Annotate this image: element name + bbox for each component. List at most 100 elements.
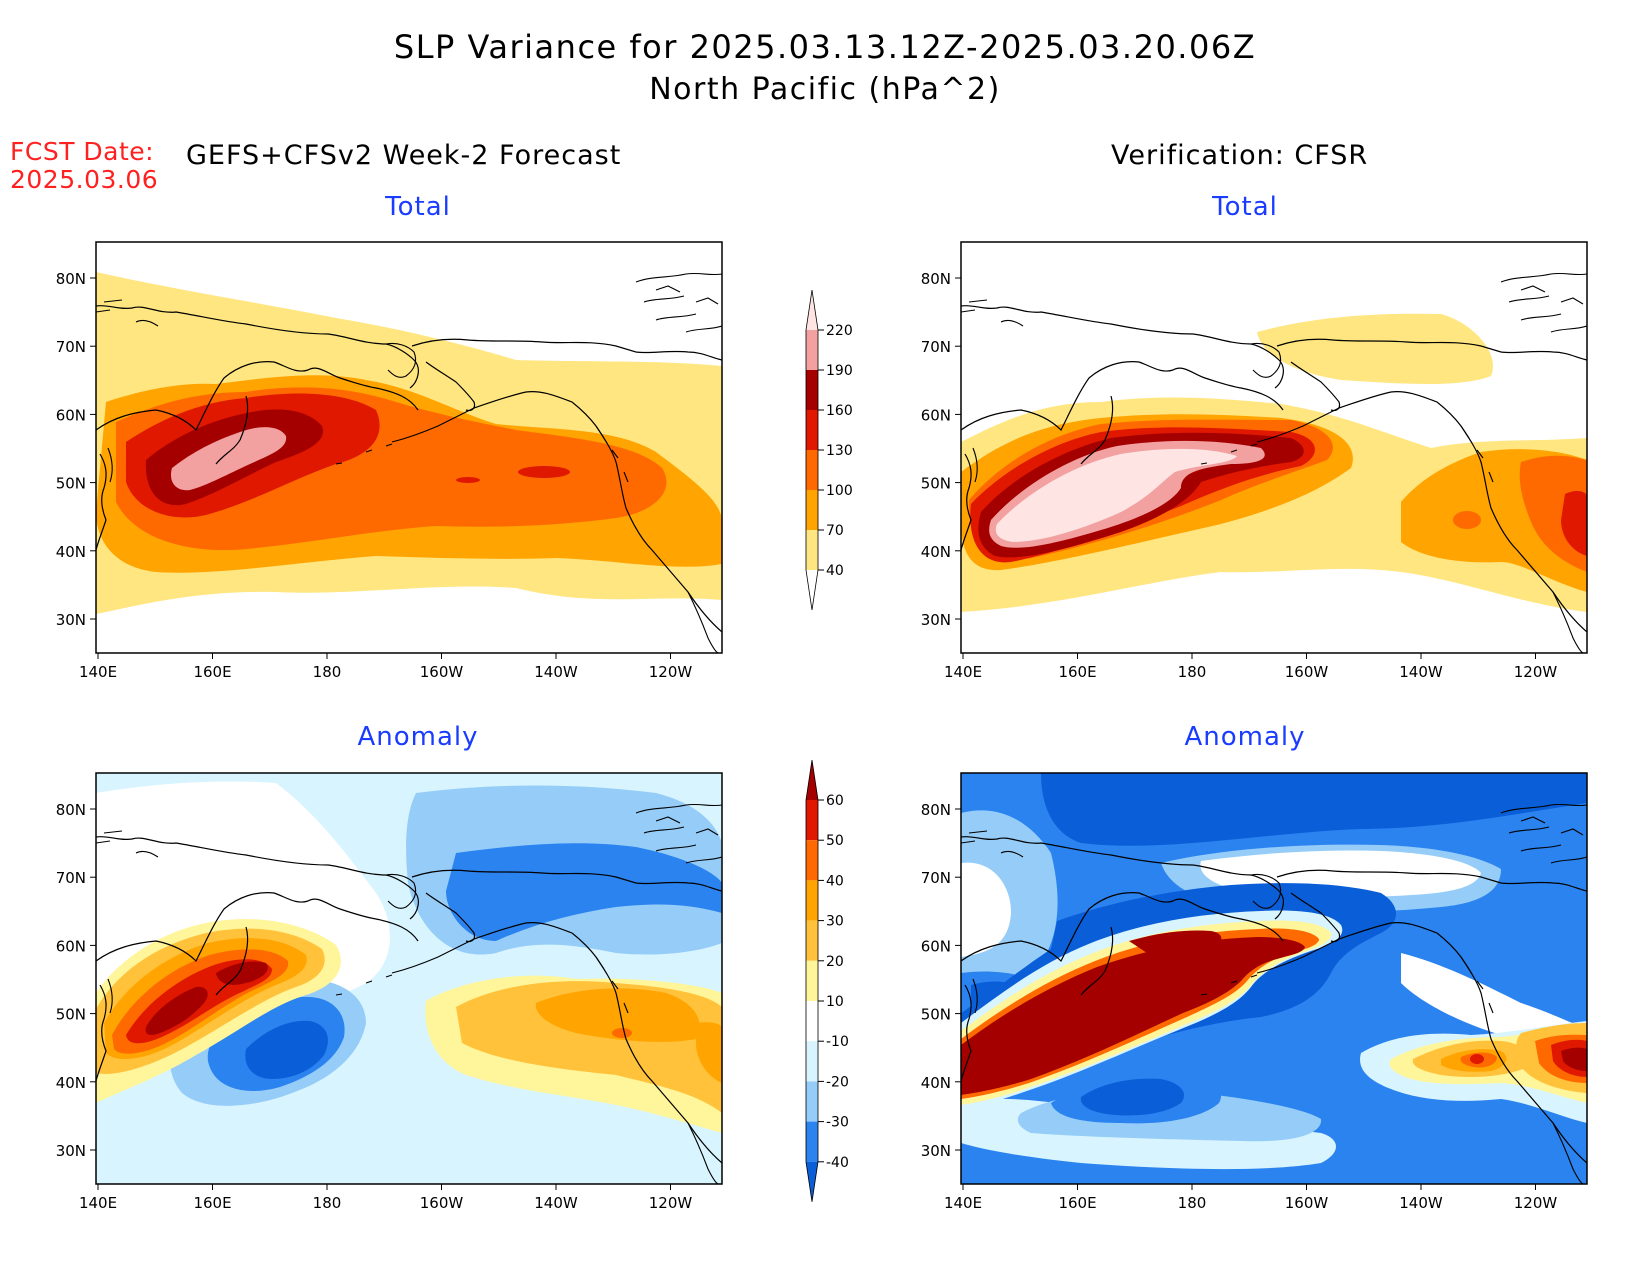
colorbar-anomaly-label: 60 <box>826 793 844 809</box>
lat-label-forecast-anomaly: 60N <box>56 937 86 955</box>
lon-label-forecast-anomaly: 180 <box>313 1194 342 1212</box>
lon-label-verification-anomaly: 140E <box>944 1194 982 1212</box>
colorbar-anomaly-label: -10 <box>826 1034 849 1050</box>
lon-label-forecast-total: 160W <box>420 663 464 681</box>
lat-label-forecast-anomaly: 80N <box>56 801 86 819</box>
lon-label-verification-total: 120W <box>1514 663 1558 681</box>
colorbar-anomaly-band <box>806 960 818 1001</box>
lon-label-forecast-total: 120W <box>649 663 693 681</box>
lat-label-forecast-anomaly: 30N <box>56 1142 86 1160</box>
lat-label-forecast-total: 70N <box>56 338 86 356</box>
lon-label-verification-anomaly: 140W <box>1399 1194 1443 1212</box>
lat-label-verification-total: 50N <box>921 475 951 493</box>
panel-title-verification-anomaly: Anomaly <box>1184 722 1306 752</box>
colorbar-total-top <box>806 290 818 330</box>
colorbar-total-label: 130 <box>826 443 853 459</box>
lon-label-forecast-total: 180 <box>313 663 342 681</box>
lat-label-forecast-total: 80N <box>56 270 86 288</box>
colorbar-total-label: 160 <box>826 403 853 419</box>
lon-label-forecast-anomaly: 160W <box>420 1194 464 1212</box>
lat-label-verification-total: 30N <box>921 611 951 629</box>
lon-label-forecast-anomaly: 140W <box>534 1194 578 1212</box>
lon-label-forecast-anomaly: 160E <box>193 1194 231 1212</box>
colorbar-total-band <box>806 450 818 490</box>
panel-title-forecast-total: Total <box>385 192 451 222</box>
lon-label-verification-total: 160E <box>1058 663 1096 681</box>
colorbar-anomaly-label: 20 <box>826 954 844 970</box>
colorbar-anomaly-band <box>806 1121 818 1162</box>
lon-label-verification-anomaly: 160E <box>1058 1194 1096 1212</box>
lon-label-forecast-total: 160E <box>193 663 231 681</box>
colorbar-anomaly-band <box>806 840 818 881</box>
lat-label-verification-anomaly: 30N <box>921 1142 951 1160</box>
colorbar-anomaly-label: -20 <box>826 1074 849 1090</box>
colorbar-anomaly-band <box>806 880 818 921</box>
forecast-heading: GEFS+CFSv2 Week-2 Forecast <box>186 140 622 171</box>
map-forecast-total <box>96 242 722 653</box>
lat-label-verification-anomaly: 50N <box>921 1006 951 1024</box>
colorbar-anomaly-bottom <box>806 1161 818 1202</box>
panel-title-verification-total: Total <box>1212 192 1278 222</box>
lat-label-forecast-anomaly: 70N <box>56 869 86 887</box>
lat-label-verification-anomaly: 60N <box>921 937 951 955</box>
lon-label-forecast-total: 140E <box>79 663 117 681</box>
colorbar-anomaly-band <box>806 1041 818 1082</box>
fcst-date-label: FCST Date: <box>10 137 155 166</box>
lat-label-verification-total: 40N <box>921 543 951 561</box>
colorbar-anomaly-top <box>806 760 818 800</box>
colorbar-total-label: 70 <box>826 523 844 539</box>
lon-label-verification-total: 160W <box>1285 663 1329 681</box>
colorbar-total-band <box>806 410 818 450</box>
lat-label-verification-anomaly: 40N <box>921 1074 951 1092</box>
colorbar-total-label: 220 <box>826 323 853 339</box>
colorbar-anomaly-label: 30 <box>826 914 844 930</box>
map-verification-anomaly <box>961 773 1587 1184</box>
colorbar-anomaly-band <box>806 800 818 841</box>
fcst-date-block: FCST Date: 2025.03.06 <box>10 138 158 194</box>
colorbar-total-band <box>806 330 818 370</box>
lat-label-forecast-total: 30N <box>56 611 86 629</box>
colorbar-anomaly-band <box>806 920 818 961</box>
lat-label-forecast-anomaly: 50N <box>56 1006 86 1024</box>
fcst-date-value: 2025.03.06 <box>10 165 159 194</box>
colorbar-total-label: 40 <box>826 563 844 579</box>
colorbar-anomaly-band <box>806 1081 818 1122</box>
main-title: SLP Variance for 2025.03.13.12Z-2025.03.… <box>393 28 1257 66</box>
lon-label-verification-total: 180 <box>1178 663 1207 681</box>
colorbar-anomaly-label: 10 <box>826 994 844 1010</box>
colorbar-anomaly-band <box>806 1001 818 1042</box>
map-forecast-anomaly <box>96 773 722 1184</box>
colorbar-total-band <box>806 530 818 570</box>
lon-label-forecast-anomaly: 140E <box>79 1194 117 1212</box>
lon-label-verification-total: 140E <box>944 663 982 681</box>
panel-title-forecast-anomaly: Anomaly <box>357 722 479 752</box>
lat-label-verification-anomaly: 80N <box>921 801 951 819</box>
colorbar-total-label: 190 <box>826 363 853 379</box>
lon-label-verification-anomaly: 160W <box>1285 1194 1329 1212</box>
lat-label-forecast-total: 50N <box>56 475 86 493</box>
colorbar-total-band <box>806 370 818 410</box>
lat-label-verification-total: 60N <box>921 406 951 424</box>
lat-label-forecast-total: 40N <box>56 543 86 561</box>
colorbar-anomaly-label: -30 <box>826 1115 849 1131</box>
lon-label-verification-anomaly: 180 <box>1178 1194 1207 1212</box>
lat-label-verification-anomaly: 70N <box>921 869 951 887</box>
lat-label-verification-total: 80N <box>921 270 951 288</box>
map-verification-total <box>961 242 1587 653</box>
lon-label-forecast-total: 140W <box>534 663 578 681</box>
lon-label-verification-anomaly: 120W <box>1514 1194 1558 1212</box>
lat-label-verification-total: 70N <box>921 338 951 356</box>
colorbar-total-label: 100 <box>826 483 853 499</box>
colorbar-anomaly-label: -40 <box>826 1155 849 1171</box>
lat-label-forecast-anomaly: 40N <box>56 1074 86 1092</box>
lon-label-verification-total: 140W <box>1399 663 1443 681</box>
colorbar-anomaly-label: 50 <box>826 833 844 849</box>
verification-heading: Verification: CFSR <box>1111 140 1369 171</box>
main-subtitle: North Pacific (hPa^2) <box>649 72 1001 107</box>
lat-label-forecast-total: 60N <box>56 406 86 424</box>
lon-label-forecast-anomaly: 120W <box>649 1194 693 1212</box>
colorbar-anomaly-label: 40 <box>826 873 844 889</box>
colorbar-total-bottom <box>806 570 818 610</box>
colorbar-total-band <box>806 490 818 530</box>
